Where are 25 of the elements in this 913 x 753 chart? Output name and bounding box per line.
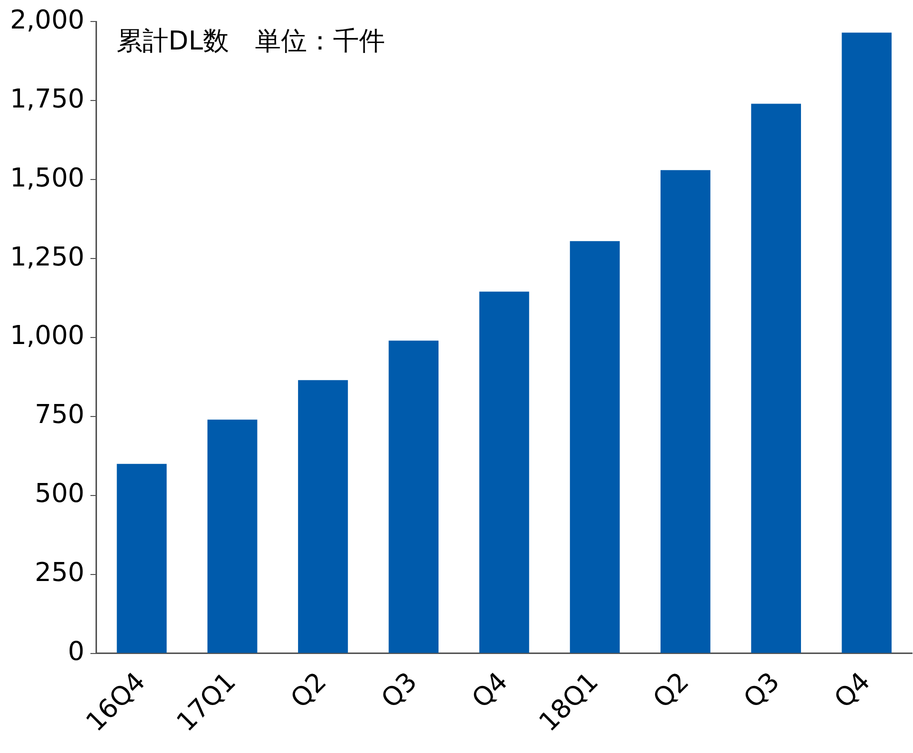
bar <box>660 170 710 653</box>
y-tick-label: 1,750 <box>10 84 84 114</box>
bar <box>842 32 892 653</box>
bar <box>207 420 258 653</box>
bar <box>570 241 620 653</box>
x-tick-label: Q4 <box>466 666 514 714</box>
chart-title: 累計DL数 単位：千件 <box>116 26 385 56</box>
y-tick-label: 1,000 <box>10 321 84 352</box>
y-tick-label: 1,500 <box>10 163 84 194</box>
bar <box>116 464 167 653</box>
bar <box>388 340 439 653</box>
x-tick-label: Q2 <box>648 666 696 714</box>
bar <box>479 292 530 653</box>
y-tick-label: 1,250 <box>10 242 84 272</box>
x-tick-label: Q3 <box>376 666 424 714</box>
x-tick-label: Q3 <box>738 666 786 714</box>
bar <box>298 380 348 653</box>
y-tick-label: 750 <box>34 400 84 430</box>
y-tick-label: 2,000 <box>10 5 84 36</box>
x-tick-label: Q2 <box>285 666 333 714</box>
y-tick-label: 500 <box>34 479 84 510</box>
y-tick-label: 0 <box>68 637 84 668</box>
x-tick-label: Q4 <box>829 666 876 714</box>
bar <box>751 104 801 653</box>
y-tick-label: 250 <box>34 558 84 588</box>
